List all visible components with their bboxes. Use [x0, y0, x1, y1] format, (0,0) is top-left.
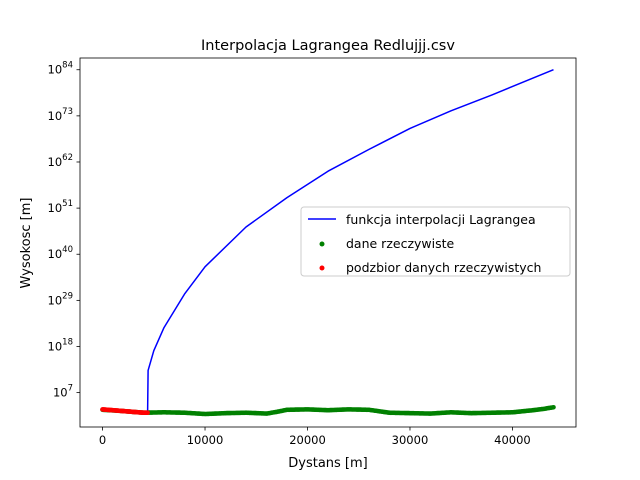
legend-marker-swatch	[319, 241, 325, 247]
x-tick-label: 10000	[187, 433, 224, 447]
series-scatter-2	[100, 407, 150, 416]
legend-label: dane rzeczywiste	[346, 236, 455, 251]
data-point	[145, 410, 150, 416]
axes-layer: 0 10000 20000 30000 40000 107 1018 1029 1040 1051…	[48, 57, 577, 447]
x-axis-label: Dystans [m]	[288, 456, 368, 471]
y-tick-label: 1073	[48, 107, 73, 123]
plot-area: 0 10000 20000 30000 40000 107 1018 1029 1040 1051…	[48, 57, 577, 447]
series-line-0	[102, 69, 554, 414]
axes-frame	[79, 57, 577, 428]
y-tick-label: 1062	[48, 153, 73, 169]
data-point	[551, 405, 556, 410]
legend-marker-swatch	[319, 265, 325, 271]
legend-label: funkcja interpolacji Lagrangea	[346, 212, 536, 227]
chart-title: Interpolacja Lagrangea Redlujjj.csv	[201, 38, 455, 54]
y-axis-label: Wysokosc [m]	[19, 198, 34, 289]
y-tick-label: 107	[53, 384, 73, 400]
x-tick-label: 0	[99, 433, 106, 447]
y-tick-label: 1040	[48, 245, 73, 261]
x-tick-label: 20000	[289, 433, 326, 447]
legend-box	[300, 206, 571, 277]
series-layer	[100, 69, 556, 417]
x-tick-label: 30000	[392, 433, 429, 447]
y-tick-label: 1051	[48, 199, 73, 215]
y-tick-label: 1018	[48, 337, 73, 353]
y-tick-label: 1029	[48, 291, 73, 307]
y-tick-label: 1084	[48, 61, 73, 77]
legend-label: podzbior danych rzeczywistych	[346, 260, 541, 275]
x-tick-label: 40000	[494, 433, 531, 447]
legend: funkcja interpolacji Lagrangea dane rzecz…	[300, 206, 571, 277]
